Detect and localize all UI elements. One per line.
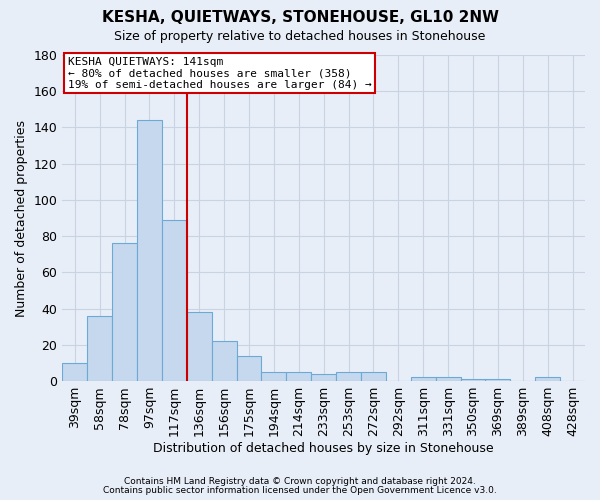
Bar bbox=[336, 372, 361, 381]
Bar bbox=[62, 363, 87, 381]
Bar bbox=[162, 220, 187, 381]
Bar bbox=[187, 312, 212, 381]
Bar bbox=[212, 341, 236, 381]
Bar bbox=[535, 378, 560, 381]
Bar bbox=[311, 374, 336, 381]
Bar bbox=[411, 378, 436, 381]
Bar bbox=[236, 356, 262, 381]
Y-axis label: Number of detached properties: Number of detached properties bbox=[15, 120, 28, 316]
X-axis label: Distribution of detached houses by size in Stonehouse: Distribution of detached houses by size … bbox=[154, 442, 494, 455]
Text: Contains HM Land Registry data © Crown copyright and database right 2024.: Contains HM Land Registry data © Crown c… bbox=[124, 477, 476, 486]
Bar bbox=[87, 316, 112, 381]
Bar bbox=[436, 378, 461, 381]
Bar bbox=[112, 244, 137, 381]
Text: KESHA QUIETWAYS: 141sqm
← 80% of detached houses are smaller (358)
19% of semi-d: KESHA QUIETWAYS: 141sqm ← 80% of detache… bbox=[68, 56, 371, 90]
Text: Contains public sector information licensed under the Open Government Licence v3: Contains public sector information licen… bbox=[103, 486, 497, 495]
Bar bbox=[137, 120, 162, 381]
Bar bbox=[286, 372, 311, 381]
Bar bbox=[461, 380, 485, 381]
Bar bbox=[485, 380, 511, 381]
Bar bbox=[262, 372, 286, 381]
Bar bbox=[361, 372, 386, 381]
Text: KESHA, QUIETWAYS, STONEHOUSE, GL10 2NW: KESHA, QUIETWAYS, STONEHOUSE, GL10 2NW bbox=[101, 10, 499, 25]
Text: Size of property relative to detached houses in Stonehouse: Size of property relative to detached ho… bbox=[115, 30, 485, 43]
